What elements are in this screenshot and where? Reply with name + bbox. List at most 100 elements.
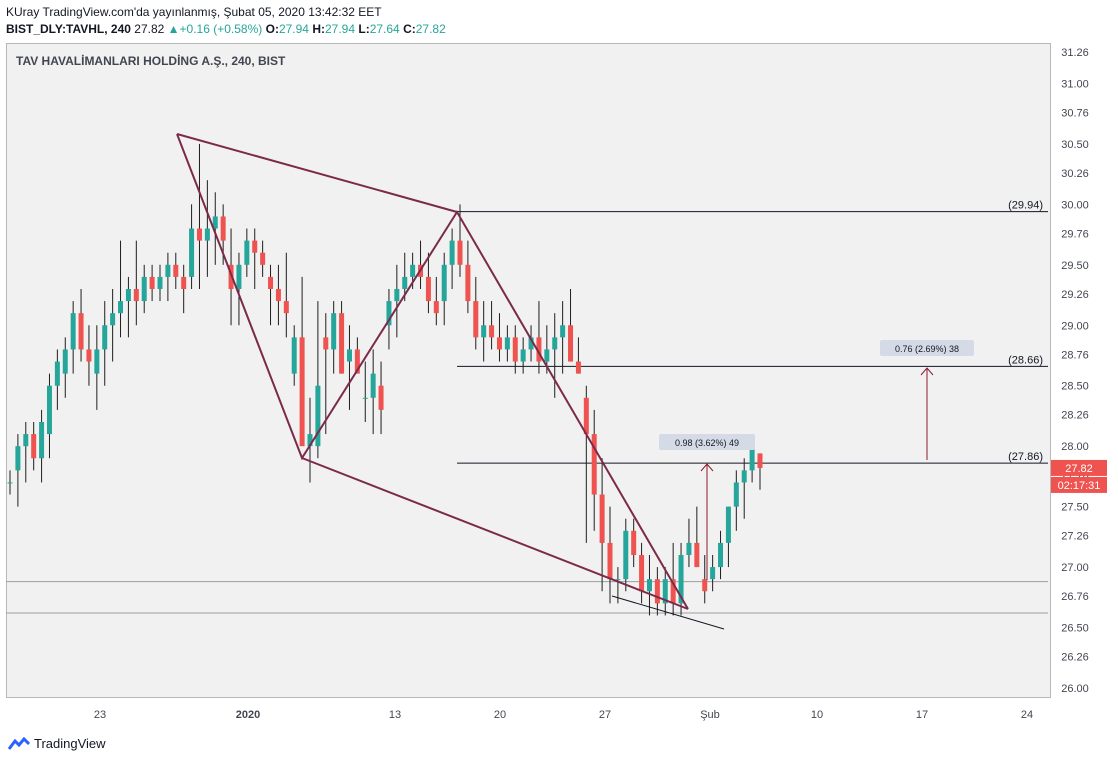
candle[interactable]	[46, 373, 52, 459]
candle[interactable]	[702, 554, 708, 604]
candle[interactable]	[710, 554, 716, 592]
candle[interactable]	[520, 337, 526, 374]
candle[interactable]	[481, 301, 487, 362]
candle[interactable]	[62, 337, 68, 398]
tradingview-brand[interactable]: TradingView	[8, 736, 106, 751]
candle[interactable]	[599, 458, 605, 592]
candle[interactable]	[307, 397, 313, 483]
price-tag[interactable]	[1051, 459, 1107, 476]
candle[interactable]	[654, 567, 660, 616]
candle[interactable]	[189, 204, 195, 289]
candle[interactable]	[560, 301, 566, 374]
candle[interactable]	[512, 325, 518, 374]
candle[interactable]	[149, 264, 155, 302]
candle[interactable]	[378, 361, 384, 435]
candle[interactable]	[110, 288, 116, 362]
candle[interactable]	[433, 276, 439, 326]
candle[interactable]	[575, 337, 581, 374]
candle[interactable]	[639, 542, 645, 604]
candle[interactable]	[252, 228, 258, 289]
candle[interactable]	[15, 434, 21, 507]
candle[interactable]	[133, 240, 139, 326]
candle[interactable]	[165, 252, 171, 302]
candle-body	[386, 301, 392, 326]
candle[interactable]	[70, 301, 76, 374]
candle[interactable]	[725, 506, 731, 568]
candle[interactable]	[631, 518, 637, 568]
candle[interactable]	[204, 180, 210, 277]
candle[interactable]	[212, 192, 218, 265]
candle[interactable]	[418, 240, 424, 289]
candle[interactable]	[607, 506, 613, 604]
candle[interactable]	[402, 252, 408, 302]
candle[interactable]	[275, 264, 281, 326]
y-tick-label: 29.76	[1061, 228, 1089, 240]
candle[interactable]	[718, 530, 724, 580]
high-label: H:	[312, 22, 325, 36]
candle[interactable]	[591, 409, 597, 531]
candle[interactable]	[362, 361, 368, 422]
candle[interactable]	[678, 542, 684, 616]
candle[interactable]	[7, 470, 13, 495]
candle[interactable]	[173, 252, 179, 289]
candle[interactable]	[78, 288, 84, 362]
candle[interactable]	[39, 409, 45, 483]
candle[interactable]	[354, 337, 360, 374]
candle[interactable]	[291, 325, 297, 386]
candle[interactable]	[757, 453, 763, 490]
candle[interactable]	[568, 288, 574, 362]
candle[interactable]	[528, 325, 534, 362]
candle[interactable]	[196, 143, 202, 289]
upper-trendline[interactable]	[176, 133, 458, 213]
support-trendline[interactable]	[611, 595, 725, 630]
candle[interactable]	[741, 458, 747, 519]
candle[interactable]	[331, 301, 337, 374]
candle[interactable]	[323, 313, 329, 435]
candle[interactable]	[536, 301, 542, 374]
candle[interactable]	[496, 313, 502, 362]
candle[interactable]	[236, 252, 242, 326]
candle[interactable]	[31, 421, 37, 471]
candle[interactable]	[118, 240, 124, 338]
candle[interactable]	[370, 349, 376, 435]
candle[interactable]	[623, 518, 629, 592]
candle[interactable]	[157, 264, 163, 302]
candle[interactable]	[181, 264, 187, 314]
candle[interactable]	[465, 240, 471, 314]
candle[interactable]	[268, 264, 274, 326]
candle[interactable]	[733, 470, 739, 531]
candle[interactable]	[489, 301, 495, 350]
candle[interactable]	[749, 446, 755, 483]
candle[interactable]	[686, 518, 692, 568]
candle[interactable]	[260, 240, 266, 277]
candle[interactable]	[662, 567, 668, 616]
plot-area[interactable]	[6, 43, 1051, 698]
candle[interactable]	[552, 313, 558, 398]
zigzag-pattern[interactable]	[176, 133, 689, 610]
candle-body	[196, 228, 202, 241]
candle[interactable]	[473, 276, 479, 350]
candle[interactable]	[86, 325, 92, 386]
candle[interactable]	[449, 228, 455, 289]
candle[interactable]	[244, 228, 250, 277]
candle[interactable]	[441, 252, 447, 326]
candle[interactable]	[299, 276, 305, 447]
candle[interactable]	[425, 252, 431, 314]
candle[interactable]	[141, 264, 147, 314]
candle[interactable]	[125, 276, 131, 338]
candle[interactable]	[394, 264, 400, 338]
candle[interactable]	[228, 228, 234, 326]
candle[interactable]	[54, 349, 60, 410]
candle[interactable]	[694, 506, 700, 568]
lower-trendline[interactable]	[301, 457, 689, 610]
candle[interactable]	[23, 421, 29, 483]
candle[interactable]	[346, 325, 352, 410]
candle[interactable]	[94, 325, 100, 410]
candle[interactable]	[504, 325, 510, 362]
candle[interactable]	[339, 301, 345, 374]
candle[interactable]	[646, 554, 652, 616]
candle[interactable]	[283, 252, 289, 338]
candle[interactable]	[102, 301, 108, 386]
candle[interactable]	[583, 385, 589, 543]
